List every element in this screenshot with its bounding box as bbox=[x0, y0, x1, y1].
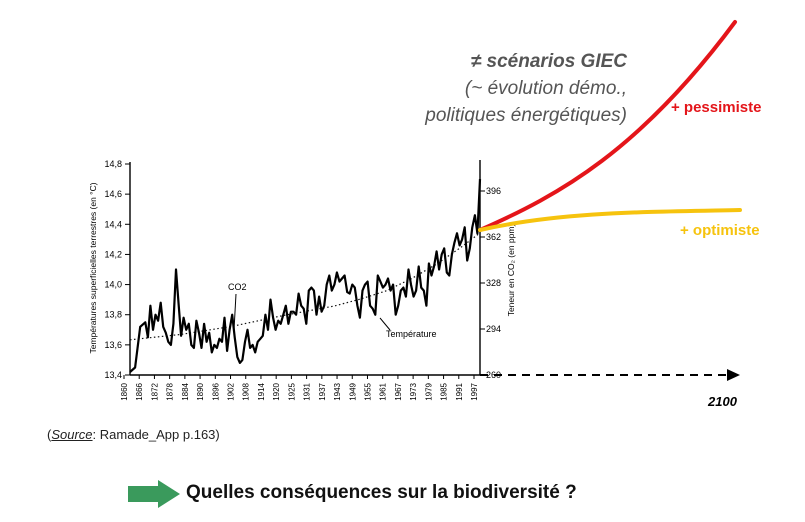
x-tick-label: 1979 bbox=[424, 382, 433, 400]
x-tick-label: 1937 bbox=[318, 382, 327, 400]
right-axis-title: Teneur en CO₂ (en ppm) bbox=[506, 224, 516, 317]
x-tick-label: 1985 bbox=[440, 382, 449, 400]
x-tick-label: 1920 bbox=[272, 382, 281, 400]
scenario-title: ≠ scénarios GIEC bbox=[470, 51, 627, 72]
x-tick-label: 1896 bbox=[211, 382, 220, 400]
temperature-series-label: Température bbox=[386, 329, 437, 339]
x-tick-label: 1931 bbox=[303, 382, 312, 400]
x-tick-label: 1967 bbox=[394, 382, 403, 400]
x-tick-label: 1860 bbox=[120, 382, 129, 400]
right-tick-label: 328 bbox=[486, 278, 501, 288]
temperature-annotation-leader bbox=[379, 317, 391, 331]
y-tick-label: 14,6 bbox=[104, 189, 122, 199]
co2-annotation-leader bbox=[233, 293, 237, 331]
future-timeline-arrowhead bbox=[727, 369, 740, 381]
x-tick-label: 1991 bbox=[455, 382, 464, 400]
x-tick-label: 1866 bbox=[135, 382, 144, 400]
pessimist-scenario-curve bbox=[478, 20, 737, 232]
right-tick-label: 260 bbox=[486, 370, 501, 380]
x-tick-label: 1961 bbox=[379, 382, 388, 400]
optimist-label: + optimiste bbox=[680, 222, 760, 239]
x-tick-label: 1925 bbox=[287, 382, 296, 400]
x-tick-label: 1997 bbox=[470, 382, 479, 400]
y-tick-label: 14,0 bbox=[104, 280, 122, 290]
source-citation: (Source: Ramade_App p.163) bbox=[47, 427, 220, 442]
x-tick-label: 1914 bbox=[257, 382, 266, 400]
scenario-subtitle-line-2: politiques énergétiques) bbox=[425, 105, 627, 126]
optimist-scenario-curve bbox=[478, 208, 742, 232]
source-open-paren: ( bbox=[47, 427, 52, 442]
y-tick-label: 14,2 bbox=[104, 249, 122, 259]
source-text: : Ramade_App p.163) bbox=[92, 427, 220, 442]
arrow-right-icon bbox=[128, 480, 180, 508]
y-tick-label: 13,4 bbox=[104, 370, 122, 380]
x-tick-label: 1943 bbox=[333, 382, 342, 400]
y-tick-label: 13,6 bbox=[104, 340, 122, 350]
pessimist-label: + pessimiste bbox=[671, 99, 762, 116]
x-tick-label: 1949 bbox=[348, 382, 357, 400]
x-tick-label: 1878 bbox=[166, 382, 175, 400]
y-tick-label: 13,8 bbox=[104, 310, 122, 320]
biodiversity-question: Quelles conséquences sur la biodiversité… bbox=[186, 482, 577, 503]
end-year-label: 2100 bbox=[708, 394, 737, 409]
x-tick-label: 1902 bbox=[227, 382, 236, 400]
temperature-series-line bbox=[129, 179, 482, 373]
left-axis-title: Températures superficielles terrestres (… bbox=[88, 182, 98, 353]
x-tick-label: 1884 bbox=[181, 382, 190, 400]
x-tick-label: 1908 bbox=[242, 382, 251, 400]
x-tick-label: 1955 bbox=[363, 382, 372, 400]
x-tick-label: 1973 bbox=[409, 382, 418, 400]
x-tick-label: 1890 bbox=[196, 382, 205, 400]
right-tick-label: 396 bbox=[486, 186, 501, 196]
y-tick-label: 14,8 bbox=[104, 159, 122, 169]
co2-series-label: CO2 bbox=[228, 282, 247, 292]
right-tick-label: 362 bbox=[486, 232, 501, 242]
scenario-subtitle-line-1: (~ évolution démo., bbox=[464, 78, 627, 99]
source-label: Source bbox=[51, 427, 93, 442]
x-tick-label: 1872 bbox=[150, 382, 159, 400]
right-tick-label: 294 bbox=[486, 324, 501, 334]
y-tick-label: 14,4 bbox=[104, 219, 122, 229]
